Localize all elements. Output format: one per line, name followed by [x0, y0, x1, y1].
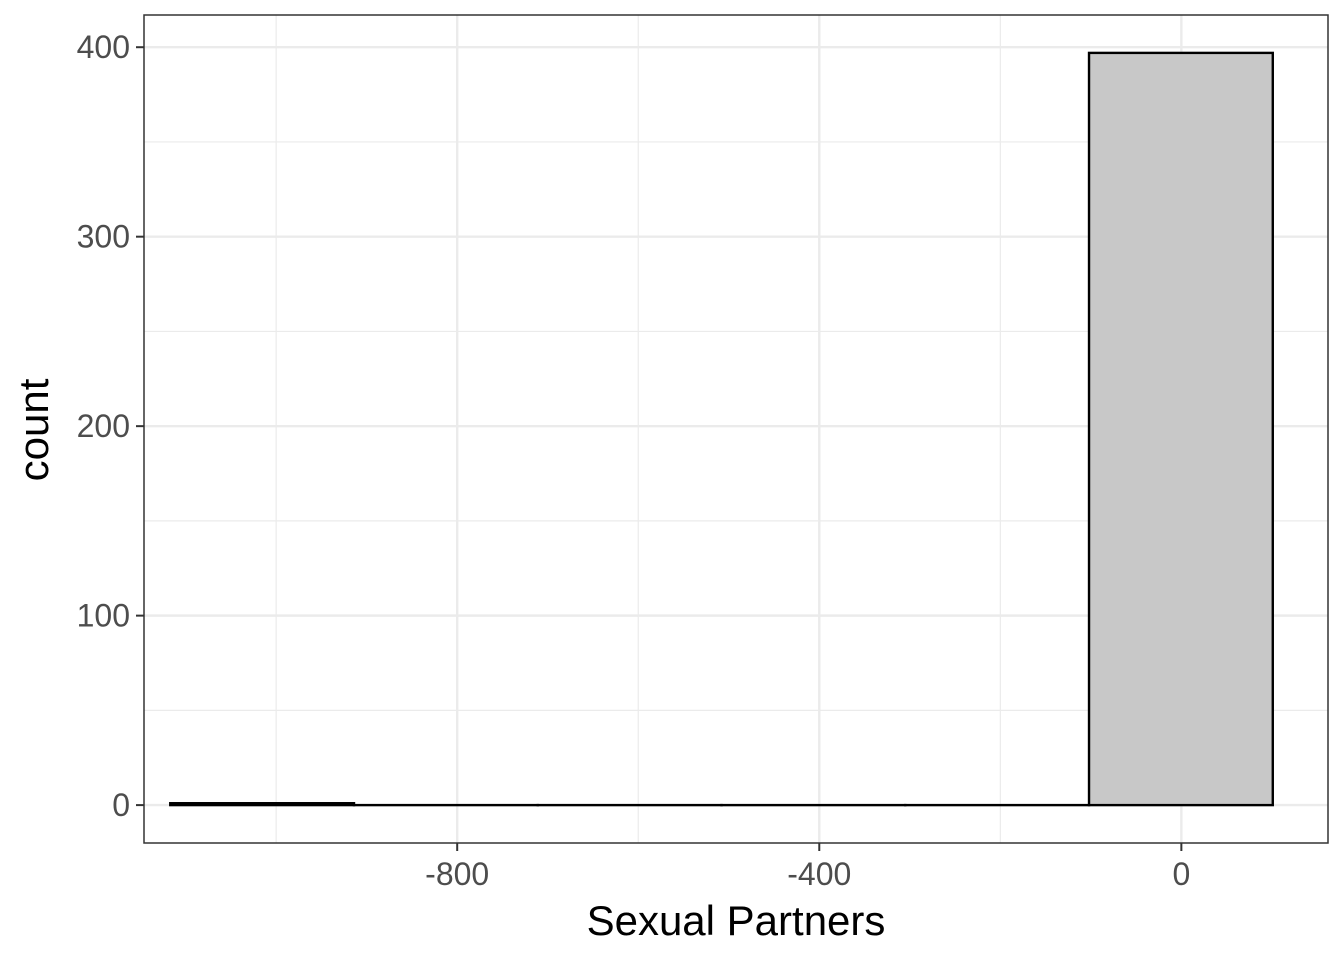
histogram-bar — [169, 802, 356, 807]
y-tick-label: 100 — [77, 598, 130, 634]
x-tick-label: 0 — [1172, 856, 1190, 892]
y-axis-ticks: 0 100 200 300 400 — [77, 29, 144, 823]
x-axis-ticks: -800 -400 0 — [425, 843, 1190, 892]
y-tick-label: 0 — [112, 787, 130, 823]
x-axis-title: Sexual Partners — [587, 897, 886, 944]
histogram-bar — [1087, 51, 1274, 807]
y-tick-label: 200 — [77, 408, 130, 444]
x-tick-label: -400 — [787, 856, 851, 892]
panel-border — [143, 14, 1329, 844]
x-tick-label: -800 — [425, 856, 489, 892]
y-axis-title: count — [10, 378, 57, 481]
histogram-bars — [169, 51, 1274, 807]
y-tick-label: 400 — [77, 29, 130, 65]
y-tick-label: 300 — [77, 219, 130, 255]
